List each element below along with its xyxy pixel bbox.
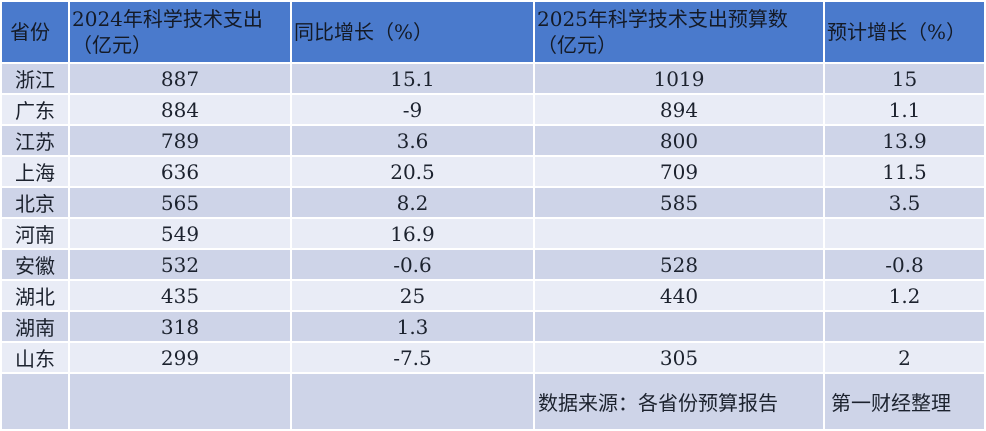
cell-budget2025 xyxy=(535,312,823,341)
cell-exp2024: 435 xyxy=(70,281,290,310)
cell-exp2024: 565 xyxy=(70,188,290,217)
header-forecast-growth: 预计增长（%） xyxy=(825,2,984,62)
cell-province: 湖南 xyxy=(2,312,68,341)
table-row-shandong: 山东 299 -7.5 305 2 xyxy=(2,343,984,372)
header-budget2025-line1: 2025年科学技术支出预算数 xyxy=(537,7,788,31)
cell-province: 广东 xyxy=(2,95,68,124)
header-yoy-label: 同比增长（%） xyxy=(294,20,434,44)
cell-exp2024: 318 xyxy=(70,312,290,341)
cell-forecast: 15 xyxy=(825,64,984,93)
cell-yoy: 25 xyxy=(292,281,533,310)
cell-province: 浙江 xyxy=(2,64,68,93)
credit-note: 第一财经整理 xyxy=(825,374,984,429)
header-yoy-growth: 同比增长（%） xyxy=(292,2,533,62)
cell-yoy: 20.5 xyxy=(292,157,533,186)
cell-yoy: 15.1 xyxy=(292,64,533,93)
cell-province: 湖北 xyxy=(2,281,68,310)
cell-budget2025: 305 xyxy=(535,343,823,372)
cell-province: 江苏 xyxy=(2,126,68,155)
header-budget2025-line2: （亿元） xyxy=(537,33,617,57)
cell-forecast: -0.8 xyxy=(825,250,984,279)
table-row-guangdong: 广东 884 -9 894 1.1 xyxy=(2,95,984,124)
table-footer-row: 数据来源：各省份预算报告 第一财经整理 xyxy=(2,374,984,429)
table-row-hubei: 湖北 435 25 440 1.2 xyxy=(2,281,984,310)
table-row-jiangsu: 江苏 789 3.6 800 13.9 xyxy=(2,126,984,155)
cell-yoy: -9 xyxy=(292,95,533,124)
header-province-label: 省份 xyxy=(10,20,50,44)
footer-empty-cell xyxy=(70,374,290,429)
cell-exp2024: 636 xyxy=(70,157,290,186)
cell-budget2025: 440 xyxy=(535,281,823,310)
cell-province: 上海 xyxy=(2,157,68,186)
cell-forecast: 1.1 xyxy=(825,95,984,124)
header-budget2025: 2025年科学技术支出预算数 （亿元） xyxy=(535,2,823,62)
cell-exp2024: 887 xyxy=(70,64,290,93)
cell-yoy: 8.2 xyxy=(292,188,533,217)
table-row-hunan: 湖南 318 1.3 xyxy=(2,312,984,341)
header-province: 省份 xyxy=(2,2,68,62)
header-exp2024-line1: 2024年科学技术支出 xyxy=(72,7,263,31)
table-row-henan: 河南 549 16.9 xyxy=(2,219,984,248)
footer-empty-cell xyxy=(2,374,68,429)
cell-province: 山东 xyxy=(2,343,68,372)
cell-province: 安徽 xyxy=(2,250,68,279)
table-row-zhejiang: 浙江 887 15.1 1019 15 xyxy=(2,64,984,93)
cell-exp2024: 549 xyxy=(70,219,290,248)
cell-exp2024: 532 xyxy=(70,250,290,279)
cell-exp2024: 884 xyxy=(70,95,290,124)
header-exp2024: 2024年科学技术支出 （亿元） xyxy=(70,2,290,62)
table-header-row: 省份 2024年科学技术支出 （亿元） 同比增长（%） 2025年科学技术支出预算… xyxy=(2,2,984,62)
cell-forecast xyxy=(825,312,984,341)
cell-yoy: -0.6 xyxy=(292,250,533,279)
cell-budget2025: 585 xyxy=(535,188,823,217)
cell-budget2025: 1019 xyxy=(535,64,823,93)
cell-budget2025: 528 xyxy=(535,250,823,279)
cell-budget2025: 709 xyxy=(535,157,823,186)
header-forecast-label: 预计增长（%） xyxy=(827,20,967,44)
table-row-anhui: 安徽 532 -0.6 528 -0.8 xyxy=(2,250,984,279)
table-row-beijing: 北京 565 8.2 585 3.5 xyxy=(2,188,984,217)
footer-empty-cell xyxy=(292,374,533,429)
cell-yoy: -7.5 xyxy=(292,343,533,372)
header-exp2024-line2: （亿元） xyxy=(72,33,152,57)
cell-forecast: 11.5 xyxy=(825,157,984,186)
cell-forecast: 13.9 xyxy=(825,126,984,155)
cell-forecast: 3.5 xyxy=(825,188,984,217)
cell-forecast: 1.2 xyxy=(825,281,984,310)
cell-yoy: 16.9 xyxy=(292,219,533,248)
cell-budget2025: 800 xyxy=(535,126,823,155)
cell-budget2025 xyxy=(535,219,823,248)
cell-exp2024: 299 xyxy=(70,343,290,372)
cell-yoy: 3.6 xyxy=(292,126,533,155)
table-row-shanghai: 上海 636 20.5 709 11.5 xyxy=(2,157,984,186)
data-source-note: 数据来源：各省份预算报告 xyxy=(535,374,823,429)
cell-forecast xyxy=(825,219,984,248)
cell-budget2025: 894 xyxy=(535,95,823,124)
cell-forecast: 2 xyxy=(825,343,984,372)
cell-yoy: 1.3 xyxy=(292,312,533,341)
cell-exp2024: 789 xyxy=(70,126,290,155)
cell-province: 北京 xyxy=(2,188,68,217)
cell-province: 河南 xyxy=(2,219,68,248)
